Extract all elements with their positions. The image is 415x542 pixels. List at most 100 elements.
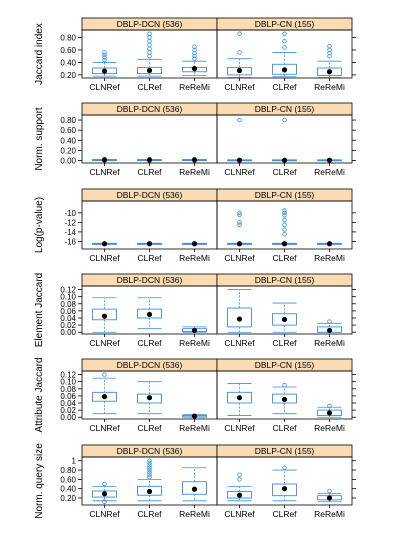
x-tick-label: CLNRef xyxy=(224,167,255,177)
box-ReReMi: ReReMi xyxy=(179,413,210,433)
median-dot xyxy=(326,327,333,334)
box-CLNRef: CLNRef xyxy=(89,50,120,92)
x-tick-label: CLNRef xyxy=(224,338,255,348)
x-tick-label: CLRef xyxy=(272,509,297,519)
median-dot xyxy=(146,157,153,163)
outlier-point xyxy=(147,50,152,55)
y-tick-label: 0.80 xyxy=(60,116,76,125)
y-tick-label: 0.60 xyxy=(60,126,76,135)
y-tick-label: 0.20 xyxy=(60,71,76,80)
strip-label: DBLP-DCN (536) xyxy=(117,275,183,285)
x-tick-label: ReReMi xyxy=(314,253,345,263)
outlier-point xyxy=(147,46,152,51)
x-tick-label: CLRef xyxy=(137,423,162,433)
outlier-point xyxy=(237,472,242,477)
outlier-point xyxy=(102,57,107,63)
median-dot xyxy=(191,66,198,72)
outlier-point xyxy=(282,232,287,237)
box-ReReMi: ReReMi xyxy=(179,44,210,92)
y-tick-label: 0.12 xyxy=(60,286,76,295)
y-axis-label: Log(p-value) xyxy=(34,197,45,253)
x-tick-label: ReReMi xyxy=(179,338,210,348)
outlier-point xyxy=(147,53,152,59)
box-CLRef: CLRef xyxy=(137,31,162,92)
median-dot xyxy=(281,241,288,247)
outlier-point xyxy=(237,117,242,123)
outlier-point xyxy=(282,210,287,216)
x-tick-label: CLNRef xyxy=(224,423,255,433)
strip-label: DBLP-CN (155) xyxy=(255,275,315,285)
box-CLNRef: CLNRef xyxy=(224,31,255,92)
panel-2: DBLP-CN (155) CLNRef CLRef ReReMi xyxy=(216,188,353,263)
panel-1: DBLP-DCN (536) CLNRef CLRef ReReMi xyxy=(81,273,218,348)
outlier-point xyxy=(192,56,197,61)
x-tick-label: ReReMi xyxy=(314,167,345,177)
outlier-point xyxy=(237,220,242,225)
outlier-point xyxy=(147,465,152,470)
x-tick-label: CLRef xyxy=(137,509,162,519)
y-tick-label: 0.40 xyxy=(60,58,76,67)
box-CLNRef: CLNRef xyxy=(89,481,120,519)
x-tick-label: CLRef xyxy=(137,167,162,177)
panel-1: DBLP-DCN (536) CLNRef CLRef ReReMi xyxy=(81,102,218,177)
y-tick-label: 0.80 xyxy=(60,466,76,475)
chart-row-1: Jaccard index 0.20 0.40 0.60 0.80 DBLP-DCN (5… xyxy=(34,17,356,92)
chart-row-5: Attribute Jaccard 0.000.020.040.060.080.1… xyxy=(34,357,356,433)
median-dot xyxy=(191,241,198,247)
outlier-point xyxy=(147,463,152,468)
outlier-point xyxy=(282,213,287,218)
x-tick-label: ReReMi xyxy=(179,253,210,263)
panel-1: DBLP-DCN (536) CLNRef CLRef ReReMi xyxy=(81,358,218,433)
median-dot xyxy=(281,157,288,163)
box-CLNRef: CLNRef xyxy=(89,297,120,348)
x-tick-label: ReReMi xyxy=(179,167,210,177)
outlier-point xyxy=(237,50,242,55)
box-CLRef: CLRef xyxy=(272,465,297,519)
median-dot xyxy=(101,394,108,400)
box-CLRef: CLRef xyxy=(272,208,297,263)
median-dot xyxy=(146,488,153,495)
box-ReReMi: ReReMi xyxy=(179,467,210,519)
y-tick-label: 0.20 xyxy=(60,494,76,503)
x-tick-label: CLRef xyxy=(137,253,162,263)
y-axis-label: Attribute Jaccard xyxy=(34,357,45,432)
y-tick-label: 0.60 xyxy=(60,475,76,484)
median-dot xyxy=(146,395,153,401)
box-CLRef: CLRef xyxy=(272,302,297,348)
outlier-point xyxy=(282,45,287,50)
box-CLRef: CLRef xyxy=(137,241,162,263)
median-dot xyxy=(191,413,198,419)
box-CLNRef: CLNRef xyxy=(89,156,120,177)
outlier-point xyxy=(282,31,287,36)
outlier-point xyxy=(147,460,152,466)
y-axis-label: Jaccard index xyxy=(34,23,45,85)
y-axis-label: Norm. support xyxy=(34,107,45,171)
box-CLNRef: CLNRef xyxy=(89,241,120,263)
box-CLRef: CLRef xyxy=(272,31,297,92)
outlier-point xyxy=(147,42,152,48)
outlier-point xyxy=(327,50,332,56)
strip-label: DBLP-CN (155) xyxy=(255,360,315,370)
x-tick-label: CLRef xyxy=(272,82,297,92)
y-tick-label: 0.06 xyxy=(60,307,76,316)
x-tick-label: CLRef xyxy=(137,338,162,348)
y-tick-label: 0.10 xyxy=(60,293,76,302)
panel-2: DBLP-CN (155) CLNRef CLRef ReReMi xyxy=(216,358,353,433)
outlier-point xyxy=(147,470,152,475)
box-CLNRef: CLNRef xyxy=(224,117,255,177)
x-tick-label: ReReMi xyxy=(314,423,345,433)
strip-label: DBLP-DCN (536) xyxy=(117,190,183,200)
x-tick-label: CLNRef xyxy=(89,509,120,519)
panel-2: DBLP-CN (155) CLNRef CLRef ReReMi xyxy=(216,17,353,92)
x-tick-label: CLRef xyxy=(272,253,297,263)
x-tick-label: ReReMi xyxy=(179,509,210,519)
outlier-point xyxy=(237,477,242,482)
median-dot xyxy=(236,157,243,163)
x-tick-label: ReReMi xyxy=(179,82,210,92)
box-CLRef: CLRef xyxy=(137,381,162,433)
outlier-point xyxy=(282,208,287,213)
outlier-point xyxy=(102,50,107,55)
median-dot xyxy=(146,67,153,74)
panel-2: DBLP-CN (155) CLNRef CLRef ReReMi xyxy=(216,102,353,177)
